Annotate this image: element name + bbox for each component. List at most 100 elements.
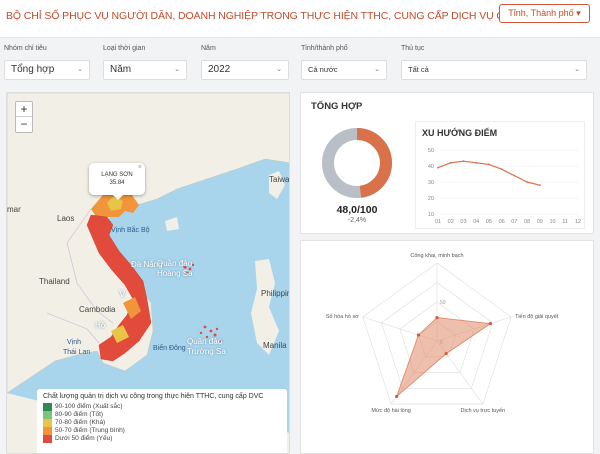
radar-point	[435, 316, 439, 320]
label-thailand: Thailand	[39, 277, 70, 286]
page-title: BỘ CHỈ SỐ PHỤC VỤ NGƯỜI DÂN, DOANH NGHIỆ…	[6, 10, 528, 22]
select-value: Cả nước	[308, 65, 338, 74]
zoom-out-button[interactable]: −	[20, 117, 28, 131]
summary-change: -2,4%	[347, 217, 367, 224]
legend-label: 90-100 điểm (Xuất sắc)	[55, 403, 123, 410]
borders	[46, 208, 114, 344]
label-danang: Đà Nẵng	[131, 260, 163, 269]
legend-item: 90-100 điểm (Xuất sắc)	[43, 403, 281, 411]
filter-year: Năm 2022 ⌄	[201, 45, 289, 80]
summary-title: TỔNG HỢP	[311, 101, 363, 112]
trend-y-tick: 40	[428, 164, 434, 170]
trend-chart: 10 20 30 40 50 01 02 03 04 05 06 07 08 09 10 11 12	[428, 148, 581, 225]
trend-y-tick: 10	[428, 212, 434, 218]
select-value: Tất cả	[408, 65, 429, 74]
procedure-select[interactable]: Tất cả ⌄	[401, 60, 587, 80]
label-truong-sa-1: Quần đảo	[187, 337, 223, 346]
radar-area	[395, 317, 492, 398]
legend-item: 80-90 điểm (Tốt)	[43, 411, 281, 419]
legend-title: Chất lượng quản trị dịch vụ công trong t…	[43, 393, 264, 400]
mainland-asia-shape	[7, 93, 289, 394]
radar-point	[416, 333, 421, 337]
trend-x-tick: 04	[473, 219, 479, 225]
label-hoang-sa-2: Hoàng Sa	[157, 269, 193, 278]
time-type-select[interactable]: Năm ⌄	[103, 60, 187, 80]
vn-south-highlight[interactable]	[111, 325, 129, 343]
popup-close-button[interactable]: ×	[137, 164, 142, 171]
trend-point	[475, 161, 478, 164]
legend-swatch	[43, 403, 52, 411]
philippines-shape	[251, 259, 279, 355]
radar-axis-label: Số hóa hồ sơ	[326, 314, 359, 320]
label-gulf-thailand-2: Thái Lan	[63, 349, 91, 356]
taiwan-shape	[269, 171, 285, 199]
legend-label: 80-90 điểm (Tốt)	[55, 411, 104, 418]
vn-central-south-region[interactable]	[86, 214, 152, 362]
radar-point	[395, 394, 399, 399]
map-legend: Chất lượng quản trị dịch vụ công trong t…	[37, 389, 287, 453]
legend-label: Dưới 50 điểm (Yếu)	[55, 435, 113, 442]
trend-x-tick: 03	[460, 219, 466, 225]
vn-central-highlight[interactable]	[123, 297, 141, 319]
trend-x-tick: 09	[537, 219, 543, 225]
trend-point	[526, 181, 528, 183]
score-donut	[322, 128, 392, 198]
legend-item: 70-80 điểm (Khá)	[43, 419, 281, 427]
trend-x-tick: 07	[511, 219, 517, 225]
radar-point	[444, 352, 448, 356]
year-select[interactable]: 2022 ⌄	[201, 60, 289, 80]
label-vietnam: V	[119, 289, 126, 300]
trend-x-tick: 05	[486, 219, 492, 225]
province-select[interactable]: Cả nước ⌄	[301, 60, 387, 80]
summary-card: TỔNG HỢP 48,0/100 -2,4% XU HƯỚNG ĐIỂM 10…	[300, 92, 594, 234]
label-manila: Manila	[263, 341, 287, 350]
summary-score: 48,0/100	[336, 204, 378, 216]
filter-label: Năm	[201, 45, 216, 52]
map-panel[interactable]: + − mar Laos Thailand Cambodia Taiwan Ph…	[6, 92, 290, 454]
label-hcm: Hồ	[95, 321, 106, 330]
trend-x-tick: 11	[562, 219, 568, 225]
legend-swatch	[43, 435, 52, 443]
label-gulf-tonkin: Vịnh Bắc Bộ	[111, 227, 150, 234]
header-bar: BỘ CHỈ SỐ PHỤC VỤ NGƯỜI DÂN, DOANH NGHIỆ…	[0, 0, 600, 38]
label-hoang-sa-1: Quần đảo	[157, 259, 193, 268]
trend-point	[462, 160, 465, 163]
trend-x-tick: 10	[549, 219, 555, 225]
chevron-down-icon: ⌄	[574, 66, 580, 73]
score-donut-wrap: 48,0/100 -2,4%	[311, 123, 403, 231]
paracel-islands	[183, 263, 195, 275]
filter-indicator-group: Nhóm chỉ tiêu Tổng hợp ⌄	[4, 45, 90, 80]
trend-chart-box: XU HƯỚNG ĐIỂM 10 20 30 40 50 01 02 03 04 05 06 07 08…	[415, 121, 585, 229]
zoom-in-button[interactable]: +	[16, 102, 32, 117]
label-laos: Laos	[57, 214, 75, 223]
trend-y-tick: 30	[428, 180, 434, 186]
trend-chart-title: XU HƯỚNG ĐIỂM	[422, 128, 498, 138]
indicator-group-select[interactable]: Tổng hợp ⌄	[4, 60, 90, 80]
chevron-down-icon: ⌄	[174, 66, 180, 73]
trend-point	[488, 163, 490, 166]
filter-province: Tỉnh/thành phố Cả nước ⌄	[301, 45, 387, 80]
trend-point	[513, 174, 516, 177]
trend-x-tick: 12	[575, 219, 581, 225]
popup-province-score: 35.84	[109, 180, 125, 186]
legend-items: 90-100 điểm (Xuất sắc) 80-90 điểm (Tốt) 70…	[43, 403, 281, 443]
filter-procedure: Thủ tục Tất cả ⌄	[401, 45, 587, 80]
filter-label: Loại thời gian	[103, 45, 146, 52]
province-dropdown-button[interactable]: Tỉnh, Thành phố ▾	[499, 4, 590, 23]
map-canvas[interactable]	[7, 93, 290, 454]
vn-north-highlight[interactable]	[107, 197, 123, 211]
legend-swatch	[43, 427, 52, 435]
label-gulf-thailand-1: Vịnh	[67, 339, 82, 346]
chevron-down-icon: ⌄	[77, 66, 83, 73]
chevron-down-icon: ⌄	[374, 66, 380, 73]
province-popup: × LẠNG SƠN 35.84	[89, 163, 145, 200]
filter-time-type: Loại thời gian Năm ⌄	[103, 45, 187, 80]
donut-fill	[322, 128, 392, 198]
select-value: 2022	[208, 64, 231, 75]
legend-label: 50-70 điểm (Trung bình)	[55, 427, 125, 434]
radar-tick: 50	[440, 300, 446, 306]
label-east-sea: Biển Đông	[153, 345, 186, 352]
radar-axis-label: Công khai, minh bạch	[410, 253, 463, 259]
